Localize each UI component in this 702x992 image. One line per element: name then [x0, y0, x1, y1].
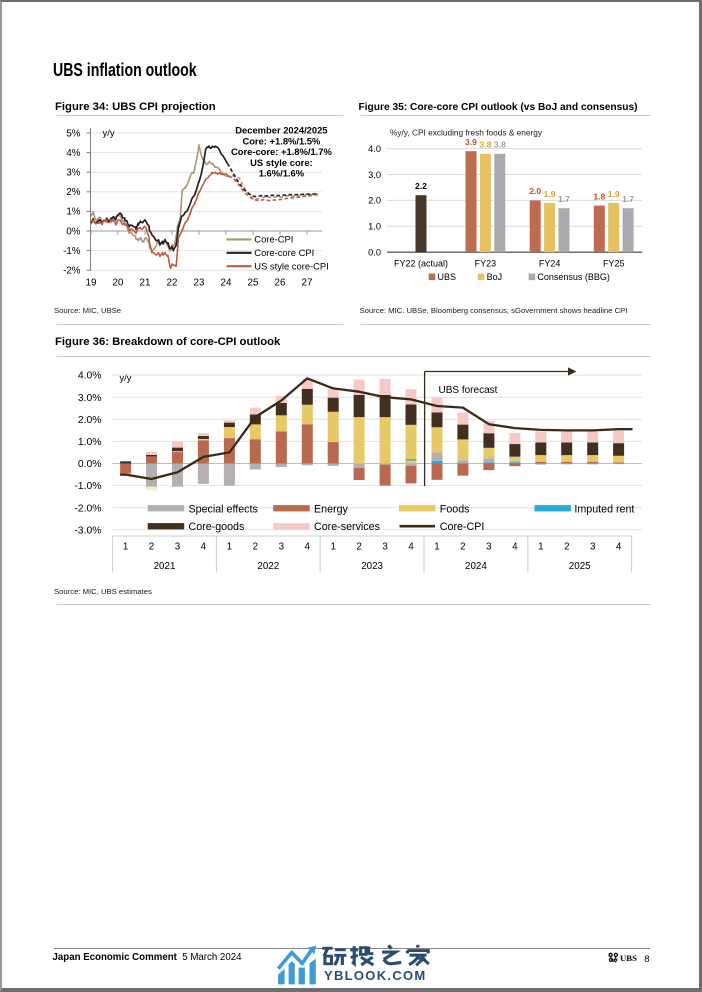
svg-text:1.9: 1.9: [608, 189, 620, 199]
svg-text:3.0%: 3.0%: [78, 393, 102, 404]
svg-text:US style core-CPI: US style core-CPI: [254, 261, 328, 272]
svg-text:Core: +1.8%/1.5%: Core: +1.8%/1.5%: [242, 135, 321, 146]
svg-text:0.0%: 0.0%: [78, 459, 102, 470]
svg-text:-3.0%: -3.0%: [74, 525, 101, 536]
svg-text:3: 3: [486, 541, 492, 552]
svg-text:UBS forecast: UBS forecast: [439, 385, 498, 396]
svg-text:3.9: 3.9: [465, 137, 477, 147]
svg-text:0%: 0%: [66, 226, 80, 237]
svg-text:2: 2: [356, 541, 361, 552]
svg-text:2022: 2022: [257, 561, 279, 572]
svg-text:2%: 2%: [66, 187, 80, 198]
svg-text:22: 22: [167, 278, 178, 289]
svg-text:1: 1: [227, 541, 232, 552]
svg-text:1.6%/1.6%: 1.6%/1.6%: [259, 168, 305, 179]
svg-text:Core-core CPI: Core-core CPI: [254, 247, 314, 258]
svg-text:4.0: 4.0: [368, 144, 381, 154]
svg-text:2021: 2021: [154, 561, 176, 572]
svg-text:24: 24: [221, 278, 232, 289]
svg-text:20: 20: [113, 278, 124, 289]
svg-text:4: 4: [304, 541, 310, 552]
svg-text:2025: 2025: [569, 561, 591, 572]
svg-text:Core-CPI: Core-CPI: [254, 234, 293, 245]
svg-text:26: 26: [275, 278, 286, 289]
svg-text:3: 3: [279, 541, 285, 552]
svg-text:2: 2: [149, 541, 154, 552]
svg-text:3.8: 3.8: [494, 140, 506, 150]
svg-text:3: 3: [590, 541, 596, 552]
svg-text:%y/y, CPI excluding fresh food: %y/y, CPI excluding fresh foods & energy: [390, 128, 543, 138]
svg-text:FY23: FY23: [475, 258, 497, 268]
svg-text:1: 1: [330, 541, 335, 552]
svg-text:US style core:: US style core:: [250, 157, 313, 168]
svg-text:23: 23: [194, 278, 205, 289]
svg-text:-1.0%: -1.0%: [74, 481, 101, 492]
svg-text:4: 4: [512, 541, 518, 552]
svg-text:4.0%: 4.0%: [78, 371, 102, 382]
svg-text:Consensus (BBG): Consensus (BBG): [537, 272, 610, 282]
svg-text:4: 4: [408, 541, 414, 552]
svg-text:1.7: 1.7: [622, 194, 634, 204]
svg-text:2: 2: [460, 541, 465, 552]
svg-text:Core-core: +1.8%/1.7%: Core-core: +1.8%/1.7%: [231, 146, 332, 157]
svg-text:-1%: -1%: [63, 246, 81, 257]
svg-text:1.0%: 1.0%: [78, 437, 102, 448]
svg-text:Core-services: Core-services: [314, 521, 380, 533]
svg-text:3: 3: [382, 541, 388, 552]
svg-text:4%: 4%: [66, 148, 80, 159]
svg-text:27: 27: [302, 278, 313, 289]
svg-text:2024: 2024: [465, 561, 487, 572]
svg-text:1: 1: [123, 541, 128, 552]
svg-text:2.0: 2.0: [368, 196, 381, 206]
svg-text:1%: 1%: [66, 207, 80, 218]
svg-text:3%: 3%: [66, 168, 80, 179]
svg-text:4: 4: [616, 541, 622, 552]
svg-text:-2.0%: -2.0%: [74, 503, 101, 514]
svg-text:December 2024/2025: December 2024/2025: [235, 125, 327, 136]
svg-text:1: 1: [434, 541, 439, 552]
svg-text:4: 4: [201, 541, 207, 552]
svg-text:FY25: FY25: [603, 258, 625, 268]
svg-text:-2%: -2%: [63, 266, 81, 277]
svg-text:Energy: Energy: [314, 503, 349, 515]
svg-text:2.0: 2.0: [529, 186, 541, 196]
svg-text:Core-CPI: Core-CPI: [440, 521, 485, 533]
svg-text:1.9: 1.9: [544, 189, 556, 199]
svg-text:2023: 2023: [361, 561, 383, 572]
svg-text:21: 21: [140, 278, 151, 289]
svg-text:Special effects: Special effects: [189, 503, 258, 515]
svg-text:1.0: 1.0: [368, 222, 381, 232]
svg-text:y/y: y/y: [103, 128, 115, 139]
svg-text:5%: 5%: [66, 128, 80, 139]
svg-text:y/y: y/y: [120, 373, 132, 383]
svg-text:3.8: 3.8: [479, 140, 491, 150]
svg-text:3: 3: [175, 541, 181, 552]
svg-text:1.8: 1.8: [593, 191, 605, 201]
svg-text:2: 2: [564, 541, 569, 552]
svg-text:19: 19: [86, 278, 97, 289]
svg-text:UBS: UBS: [438, 272, 457, 282]
svg-text:BoJ: BoJ: [487, 272, 503, 282]
svg-text:FY22 (actual): FY22 (actual): [394, 258, 448, 268]
svg-text:3.0: 3.0: [368, 170, 381, 180]
svg-text:Foods: Foods: [440, 503, 470, 515]
svg-text:2: 2: [253, 541, 258, 552]
svg-text:2.2: 2.2: [415, 181, 427, 191]
svg-text:Core-goods: Core-goods: [189, 521, 245, 533]
svg-text:1: 1: [538, 541, 543, 552]
svg-text:2.0%: 2.0%: [78, 415, 102, 426]
svg-text:Imputed rent: Imputed rent: [574, 503, 634, 515]
svg-text:FY24: FY24: [539, 258, 561, 268]
svg-text:1.7: 1.7: [558, 194, 570, 204]
svg-text:0.0: 0.0: [368, 248, 381, 258]
svg-text:25: 25: [248, 278, 259, 289]
